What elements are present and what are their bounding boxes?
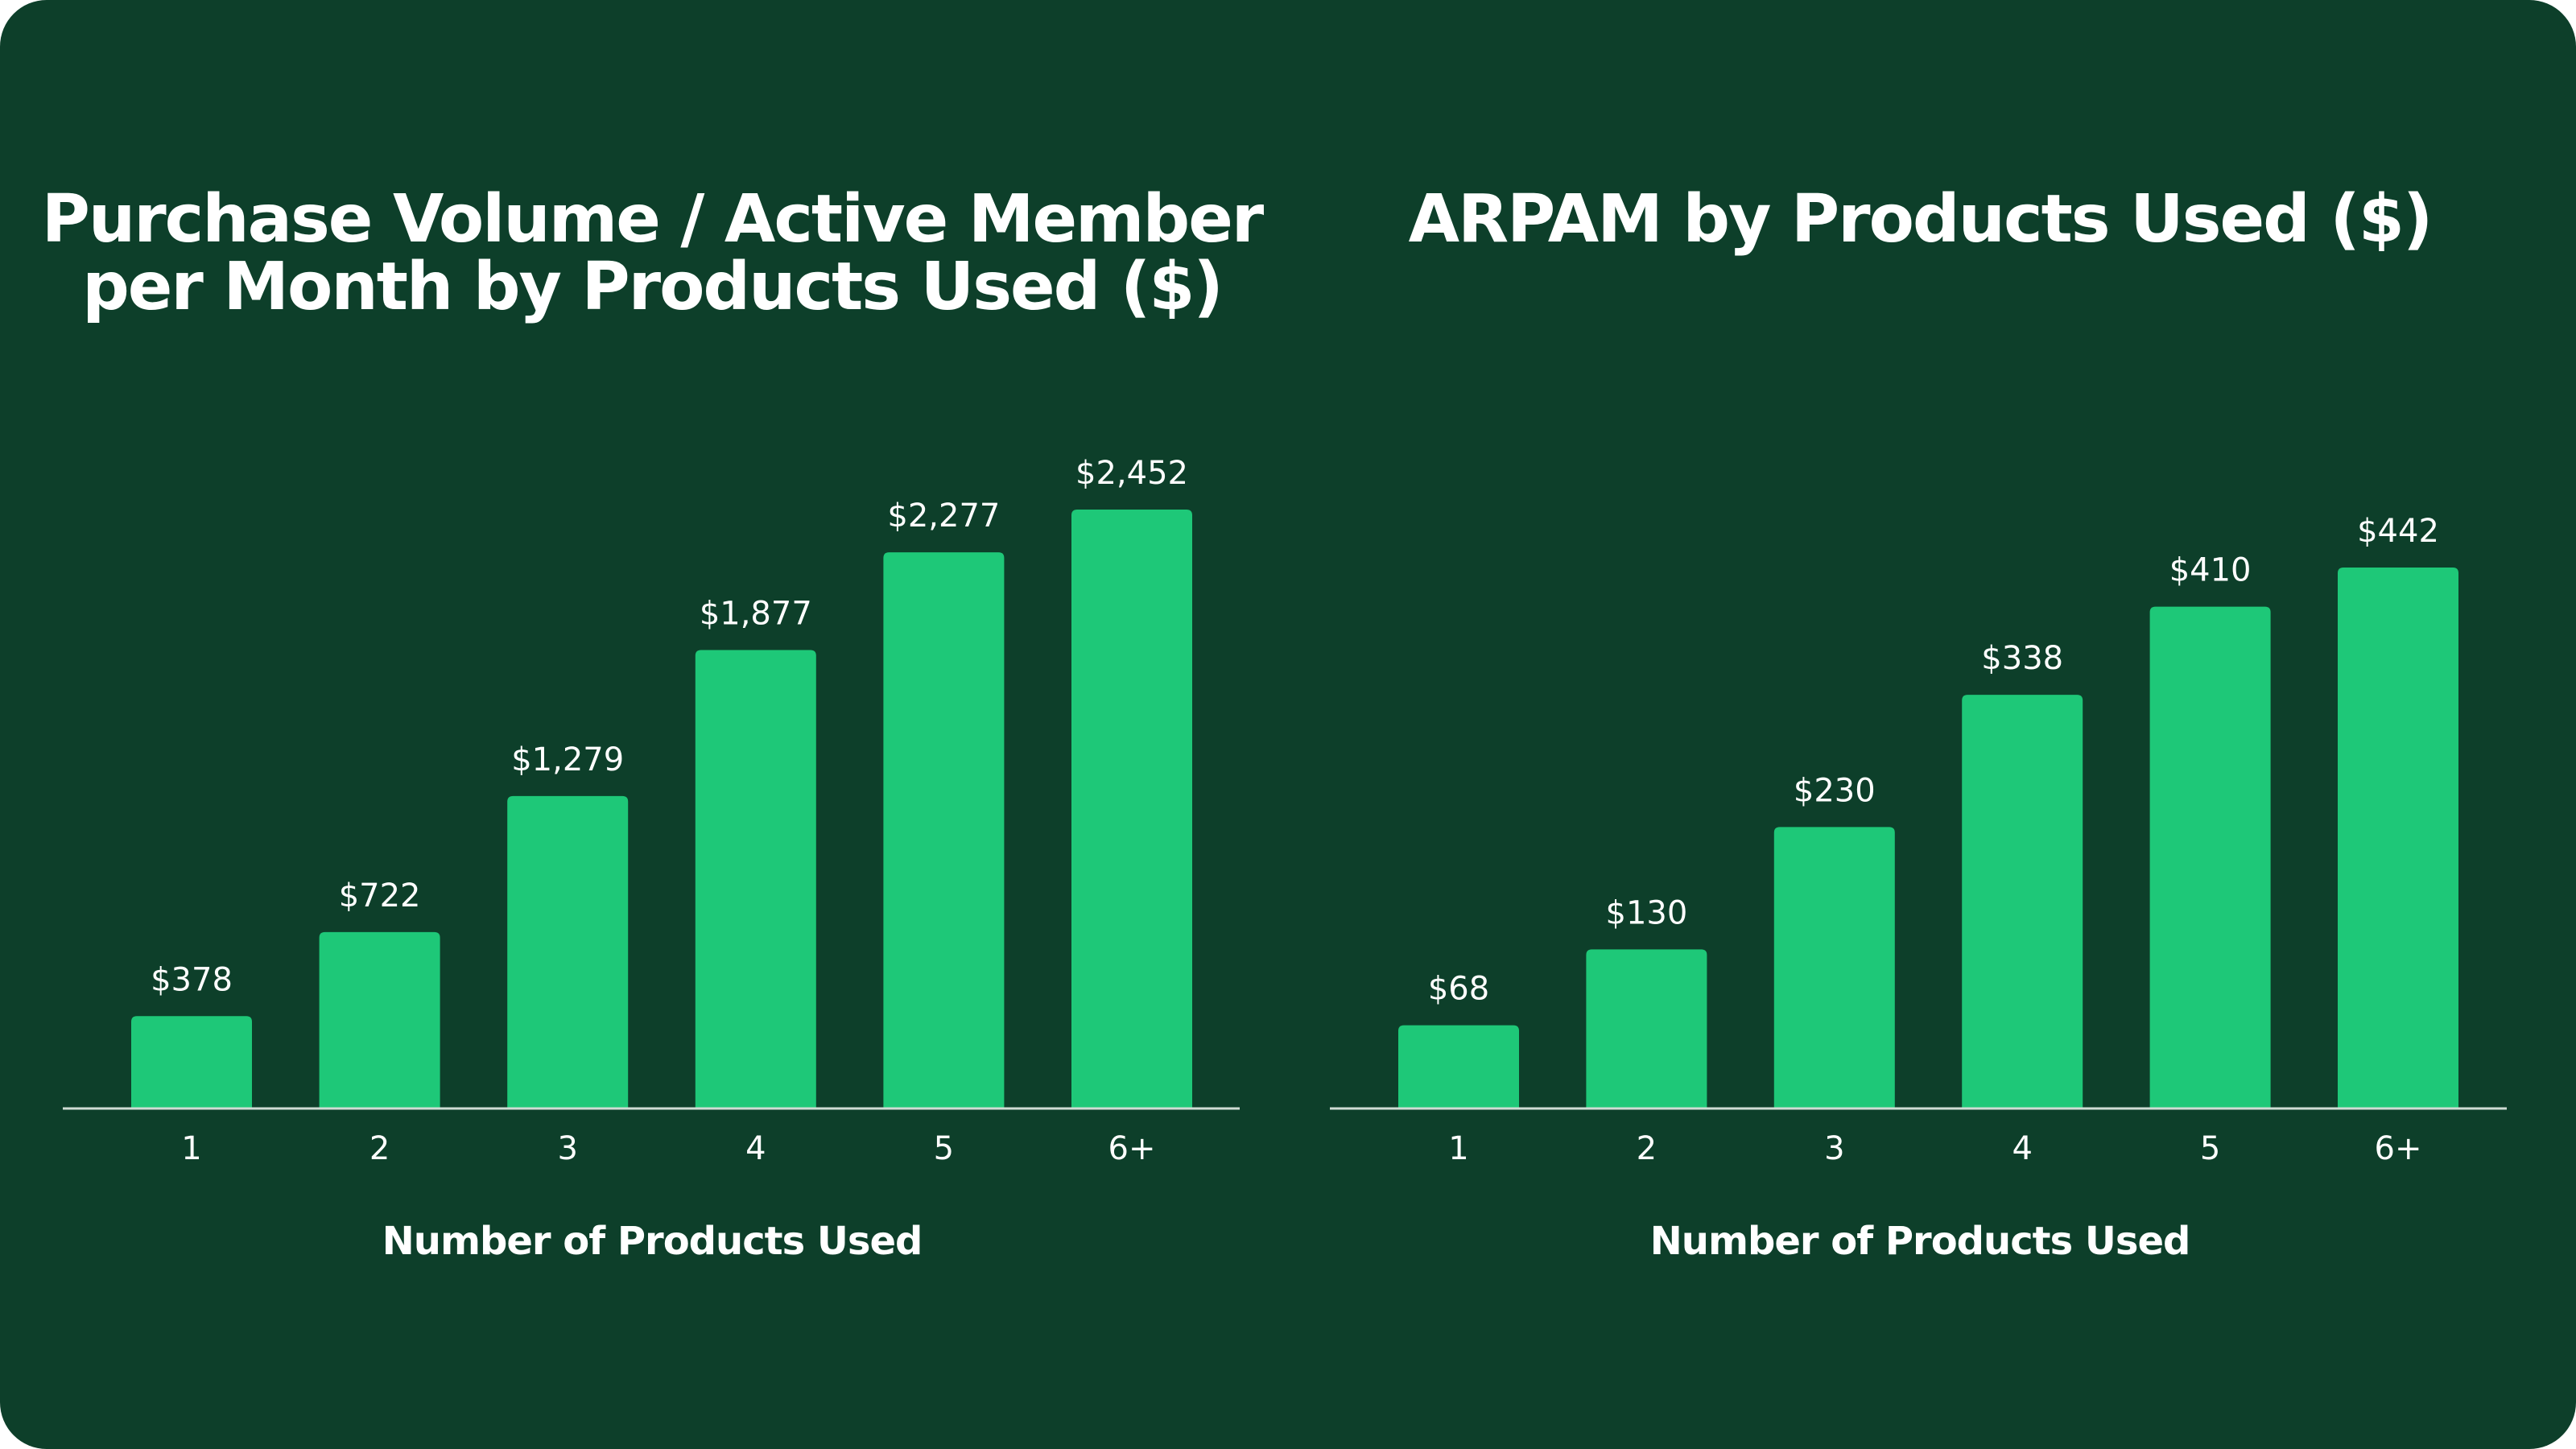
data-label-3: $1,279 [511,741,624,778]
data-label-5: $410 [2169,552,2252,589]
x-tick-label-4: 4 [2012,1130,2032,1167]
bar-1 [1398,1025,1519,1108]
data-label-1: $68 [1428,971,1489,1008]
chart-1-title-line-2: per Month by Products Used ($) [82,249,1222,325]
data-label-6+: $442 [2357,513,2439,550]
bar-5 [883,552,1005,1108]
bar-5 [2149,606,2271,1108]
bar-3 [1773,827,1895,1108]
data-label-1: $378 [151,961,233,998]
x-tick-label-2: 2 [1637,1130,1657,1167]
bar-6+ [1071,510,1192,1108]
bar-4 [695,650,816,1108]
bar-6+ [2338,568,2458,1108]
bar-2 [1586,949,1707,1108]
data-label-6+: $2,452 [1075,455,1188,492]
x-tick-label-3: 3 [557,1130,577,1167]
data-label-4: $1,877 [700,595,812,632]
data-label-5: $2,277 [887,497,1000,535]
x-tick-label-1: 1 [1448,1130,1468,1167]
chart-2: ARPAM by Products Used ($) $68 1 $130 2 $230 3… [1330,181,2507,1264]
data-label-2: $722 [339,877,421,914]
x-tick-label-5: 5 [934,1130,954,1167]
x-axis-title: Number of Products Used [382,1219,923,1264]
data-label-2: $130 [1606,894,1688,931]
x-tick-label-3: 3 [1824,1130,1844,1167]
bar-2 [319,931,440,1108]
chart-1-title-line-1: Purchase Volume / Active Member [42,181,1265,258]
bar-4 [1962,695,2083,1108]
x-tick-label-6+: 6+ [1108,1130,1156,1167]
bar-3 [507,795,629,1108]
bar-1 [131,1016,252,1108]
x-tick-label-6+: 6+ [2375,1130,2422,1167]
x-tick-label-2: 2 [369,1130,390,1167]
x-axis-title: Number of Products Used [1650,1219,2190,1264]
data-label-4: $338 [1981,640,2063,677]
chart-2-title-line-1: ARPAM by Products Used ($) [1409,181,2432,258]
x-tick-label-5: 5 [2200,1130,2220,1167]
x-tick-label-4: 4 [745,1130,766,1167]
data-label-3: $230 [1794,772,1876,809]
x-tick-label-1: 1 [181,1130,201,1167]
